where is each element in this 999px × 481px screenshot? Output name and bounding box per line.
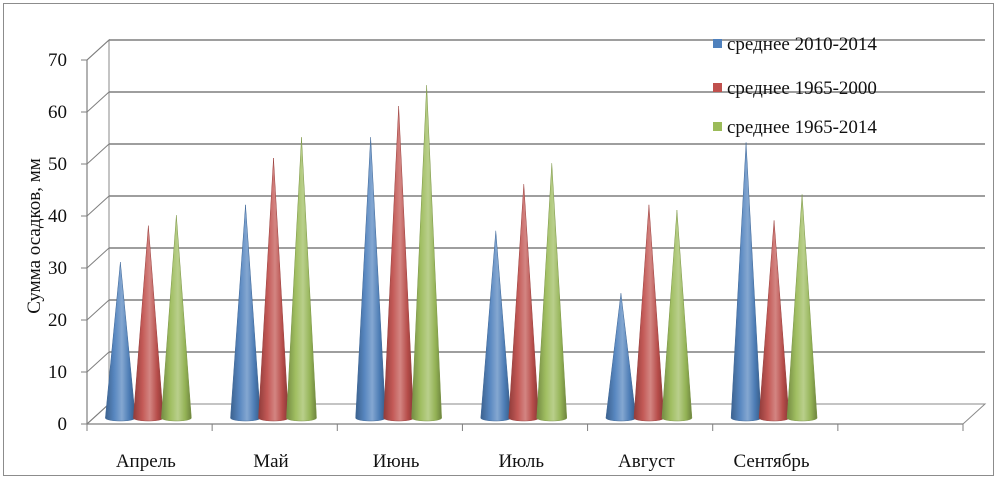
cone-bar: [758, 220, 790, 422]
legend-swatch: [713, 83, 722, 92]
x-tick-label: Август: [618, 451, 675, 472]
y-tick-label: 30: [48, 258, 67, 279]
cone-body: [508, 183, 540, 422]
x-tick-label: Май: [253, 451, 289, 472]
cone-body: [105, 261, 136, 422]
cone-bar: [161, 215, 192, 422]
legend-entry: среднее 1965-2014: [713, 117, 877, 138]
cone-bar: [411, 85, 442, 422]
cone-body: [480, 230, 512, 422]
x-tick-label: Апрель: [116, 451, 176, 472]
x-tick-label: Июль: [498, 451, 544, 472]
y-tick-label: 40: [48, 206, 67, 227]
cone-bar: [786, 194, 818, 422]
cone-bar: [230, 204, 261, 422]
cone-body: [383, 105, 414, 422]
cone-body: [605, 293, 637, 422]
legend-swatch: [713, 39, 722, 48]
cone-bar: [133, 225, 164, 422]
cone-body: [133, 225, 164, 422]
y-tick-label: 20: [48, 310, 67, 331]
cone-bar: [661, 209, 693, 422]
cone-body: [258, 157, 289, 422]
cone-body: [411, 85, 442, 422]
y-tick-label: 0: [58, 414, 68, 435]
cone-bar: [383, 105, 414, 422]
cone-body: [730, 142, 762, 422]
cone-bar: [105, 261, 136, 422]
gridline-side: [86, 247, 110, 269]
gridline-side: [86, 195, 110, 217]
gridline-side: [86, 143, 110, 165]
gridline-side: [86, 299, 110, 321]
cone-body: [633, 204, 665, 422]
cone-bar: [355, 137, 386, 422]
cone-bar: [508, 183, 540, 422]
legend-swatch: [713, 122, 722, 131]
axes: [86, 60, 964, 431]
cone-body: [536, 163, 568, 422]
legend-label: среднее 1965-2014: [727, 117, 877, 138]
cone-body: [786, 194, 818, 422]
y-tick-label: 10: [48, 362, 67, 383]
legend-label: среднее 2010-2014: [727, 34, 877, 55]
cone-body: [758, 220, 790, 422]
gridline-side: [86, 91, 110, 113]
cone-bar: [605, 293, 637, 422]
cone-bar: [480, 230, 512, 422]
gridline-side: [86, 403, 110, 425]
legend-label: среднее 1965-2000: [727, 78, 877, 99]
cones: [105, 85, 818, 422]
x-tick-labels: Апрель Май Июнь Июль Август Сентябрь: [116, 451, 810, 472]
side-wall: [86, 38, 110, 426]
y-tick-labels: 0 10 20 30 40 50 60 70: [48, 50, 67, 435]
y-tick-label: 50: [48, 154, 67, 175]
gridline-side: [86, 39, 110, 61]
cone-bar: [536, 163, 568, 422]
x-tick-label: Сентябрь: [733, 451, 809, 472]
cone-bar: [633, 204, 665, 422]
y-tick-label: 60: [48, 102, 67, 123]
cone-body: [161, 215, 192, 422]
cone-bar: [730, 142, 762, 422]
x-tick-label: Июнь: [373, 451, 420, 472]
cone-body: [355, 137, 386, 422]
y-tick-label: 70: [48, 50, 67, 71]
cone-body: [230, 204, 261, 422]
cone-body: [661, 209, 693, 422]
legend-entry: среднее 2010-2014: [713, 34, 877, 55]
cone-body: [286, 137, 317, 422]
legend: среднее 2010-2014 среднее 1965-2000 средне…: [713, 34, 877, 138]
gridline-side: [86, 351, 110, 373]
cone-bar: [286, 137, 317, 422]
y-axis-label: Сумма осадков, мм: [24, 158, 45, 314]
legend-entry: среднее 1965-2000: [713, 78, 877, 99]
cone-bar: [258, 157, 289, 422]
